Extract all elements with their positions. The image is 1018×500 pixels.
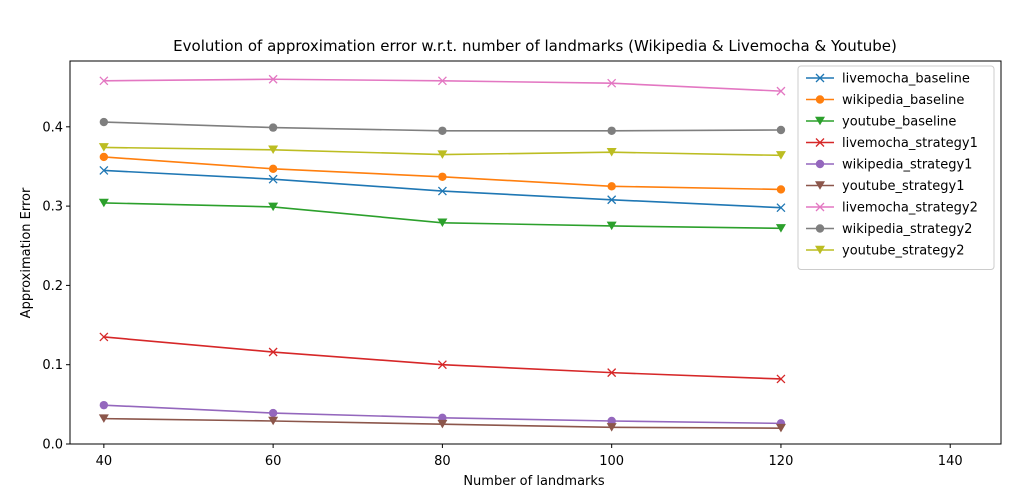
legend-marker-wikipedia_strategy2 [815, 224, 825, 233]
data-point-wikipedia_baseline-100 [607, 182, 616, 191]
data-point-youtube_baseline-60 [268, 202, 279, 212]
data-point-youtube_baseline-100 [606, 221, 617, 231]
legend-marker-livemocha_strategy1 [815, 138, 825, 147]
data-point-youtube_strategy2-60 [268, 145, 279, 155]
legend-label-wikipedia_baseline: wikipedia_baseline [842, 93, 964, 108]
data-point-wikipedia_strategy1-40 [99, 400, 109, 410]
data-point-livemocha_strategy1-100 [607, 368, 617, 378]
data-point-youtube_strategy1-40 [98, 414, 109, 423]
data-point-youtube_strategy1-100 [606, 423, 617, 432]
data-point-youtube_baseline-40 [98, 198, 109, 208]
data-point-youtube_baseline-120 [775, 224, 786, 233]
data-point-youtube_strategy1-120 [775, 423, 786, 433]
data-point-livemocha_strategy1-40 [99, 332, 109, 342]
data-point-wikipedia_baseline-80 [438, 172, 447, 181]
plot-area: 40 60 80 100 120 140 0.0 0.1 0.2 0.3 0.4 [42, 60, 1002, 469]
legend-box [797, 65, 995, 270]
y-tick-label: 0.3 [42, 200, 63, 215]
data-point-wikipedia_baseline-60 [268, 164, 278, 174]
data-point-livemocha_baseline-80 [437, 186, 447, 196]
legend-label-livemocha_baseline: livemocha_baseline [842, 72, 970, 87]
legend-label-youtube_baseline: youtube_baseline [842, 115, 956, 130]
y-tick-label: 0.0 [42, 438, 63, 453]
data-point-livemocha_strategy2-80 [437, 76, 447, 86]
data-point-wikipedia_baseline-120 [776, 185, 786, 194]
y-tick-label: 0.1 [42, 358, 63, 373]
data-point-youtube_strategy2-40 [98, 143, 109, 152]
legend-marker-livemocha_baseline [815, 73, 825, 83]
data-point-wikipedia_strategy2-60 [268, 123, 278, 132]
data-point-livemocha_strategy2-100 [607, 78, 617, 88]
data-point-livemocha_baseline-120 [776, 203, 786, 213]
data-point-wikipedia_strategy2-80 [438, 126, 447, 135]
legend-label-livemocha_strategy2: livemocha_strategy2 [842, 201, 978, 216]
legend-marker-livemocha_strategy2 [815, 202, 825, 212]
data-point-wikipedia_strategy2-100 [607, 126, 616, 135]
legend-label-youtube_strategy2: youtube_strategy2 [842, 244, 964, 259]
y-tick-label: 0.4 [42, 120, 63, 135]
legend-marker-youtube_baseline [815, 116, 825, 126]
legend-marker-youtube_strategy1 [815, 181, 825, 190]
data-point-livemocha_strategy2-120 [776, 86, 786, 96]
x-axis-title: Number of landmarks [463, 474, 605, 489]
x-tick-label: 100 [599, 454, 624, 469]
x-tick-label: 120 [769, 454, 794, 469]
data-point-youtube_strategy2-100 [606, 147, 617, 157]
data-point-wikipedia_strategy2-40 [99, 117, 109, 127]
data-point-youtube_strategy2-120 [775, 151, 786, 160]
data-point-youtube_strategy1-60 [268, 416, 279, 426]
legend-marker-wikipedia_strategy1 [815, 159, 825, 169]
legend-marker-wikipedia_baseline [815, 95, 825, 104]
y-tick-label: 0.2 [42, 279, 63, 294]
data-point-livemocha_strategy1-80 [437, 360, 447, 370]
x-tick-label: 60 [265, 454, 282, 469]
legend-label-wikipedia_strategy1: wikipedia_strategy1 [842, 158, 972, 173]
data-point-youtube_strategy1-80 [437, 419, 448, 429]
data-point-livemocha_strategy1-60 [268, 347, 278, 357]
chart-title: Evolution of approximation error w.r.t. … [173, 37, 897, 55]
y-axis-title: Approximation Error [19, 187, 34, 318]
plot-frame [69, 60, 1002, 445]
legend-label-livemocha_strategy1: livemocha_strategy1 [842, 136, 978, 151]
data-point-livemocha_baseline-60 [268, 174, 278, 184]
data-point-wikipedia_strategy2-120 [776, 125, 786, 135]
data-point-youtube_baseline-80 [437, 218, 448, 228]
data-point-livemocha_strategy2-40 [99, 76, 109, 86]
x-tick-label: 140 [938, 454, 963, 469]
data-point-livemocha_baseline-100 [607, 195, 617, 205]
data-point-wikipedia_baseline-40 [99, 152, 109, 162]
x-tick-label: 80 [434, 454, 451, 469]
legend-marker-youtube_strategy2 [815, 245, 825, 255]
data-point-livemocha_baseline-40 [99, 165, 109, 175]
legend-label-wikipedia_strategy2: wikipedia_strategy2 [842, 222, 972, 237]
data-point-wikipedia_strategy1-60 [268, 408, 278, 418]
legend: livemocha_baseline wikipedia_baselineyout… [797, 65, 995, 270]
data-point-livemocha_strategy1-120 [776, 374, 786, 384]
legend-label-youtube_strategy1: youtube_strategy1 [842, 179, 964, 194]
data-point-youtube_strategy2-80 [437, 150, 448, 159]
data-point-livemocha_strategy2-60 [268, 74, 278, 84]
x-tick-label: 40 [96, 454, 113, 469]
